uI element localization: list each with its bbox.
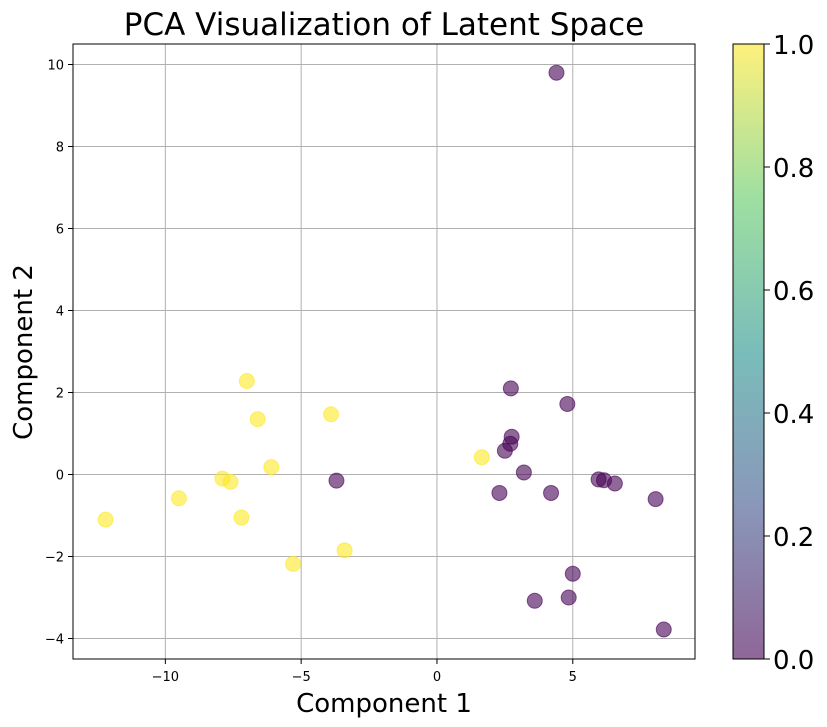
data-point (336, 542, 353, 559)
grid-lines (73, 44, 695, 659)
y-tick-label: 0 (56, 469, 64, 484)
colorbar-tick-label: 0.6 (773, 277, 814, 307)
data-point (170, 490, 187, 507)
chart-title: PCA Visualization of Latent Space (124, 7, 644, 43)
x-tick-label: 5 (569, 670, 577, 685)
data-point (323, 406, 340, 423)
data-point (655, 621, 672, 638)
colorbar-tick-label: 0.0 (773, 646, 814, 676)
data-point (526, 592, 543, 609)
data-point (249, 411, 266, 428)
data-point (564, 565, 581, 582)
y-tick-label: 2 (56, 387, 64, 402)
x-tick-label: −10 (152, 670, 179, 685)
x-tick-label: 0 (433, 670, 441, 685)
data-point (97, 511, 114, 528)
colorbar (732, 43, 765, 660)
y-tick-label: 4 (56, 305, 64, 320)
data-point (285, 555, 302, 572)
data-point (543, 484, 560, 501)
colorbar-tick-label: 0.2 (773, 523, 814, 553)
y-tick-label: 8 (56, 141, 64, 156)
colorbar-tick-label: 0.8 (773, 154, 814, 184)
x-axis-ticks: −10 −5 0 5 (152, 659, 577, 685)
data-point (515, 464, 532, 481)
y-axis-label: Component 2 (9, 264, 39, 440)
y-tick-label: −2 (45, 551, 64, 566)
data-point (473, 449, 490, 466)
colorbar-tick-label: 1.0 (773, 31, 814, 61)
data-point (502, 380, 519, 397)
y-tick-label: 6 (56, 223, 64, 238)
data-point (491, 484, 508, 501)
y-axis-ticks: −4 −2 0 2 4 6 8 10 (45, 59, 73, 648)
data-point (560, 589, 577, 606)
data-point (647, 491, 664, 508)
data-point (328, 472, 345, 489)
data-point (263, 459, 280, 476)
data-point (233, 509, 250, 526)
data-point (548, 64, 565, 81)
data-point (606, 475, 623, 492)
y-tick-label: −4 (45, 633, 64, 648)
x-tick-label: −5 (292, 670, 311, 685)
y-tick-label: 10 (47, 59, 64, 74)
colorbar-ticks: 0.0 0.2 0.4 0.6 0.8 1.0 (764, 31, 814, 676)
x-axis-label: Component 1 (296, 689, 472, 719)
data-points (97, 64, 672, 638)
data-point (222, 473, 239, 490)
data-point (238, 373, 255, 390)
plot-frame (72, 43, 696, 660)
data-point (559, 395, 576, 412)
data-point (503, 428, 520, 445)
colorbar-tick-label: 0.4 (773, 400, 814, 430)
